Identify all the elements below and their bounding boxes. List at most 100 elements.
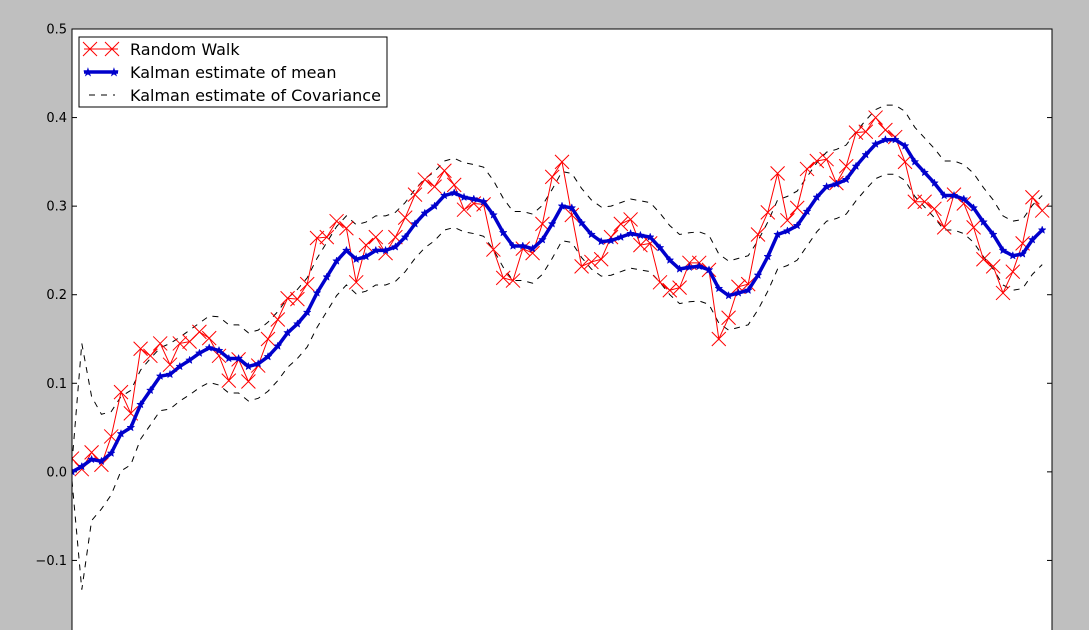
random-walk-point (456, 202, 472, 218)
kalman-mean-point (724, 290, 734, 300)
kalman-mean-point (753, 270, 763, 280)
random-walk-point (633, 237, 648, 253)
random-walk-point (564, 207, 580, 223)
kalman-mean-point (577, 218, 587, 227)
random-walk-point (613, 216, 629, 232)
random-walk-point (1034, 203, 1050, 218)
random-walk-point (662, 282, 678, 298)
kalman-mean-point (655, 243, 665, 252)
random-walk-point (427, 179, 442, 195)
kalman-mean-point (606, 235, 616, 245)
random-walk-point (299, 276, 315, 292)
kalman-mean-point (87, 454, 97, 464)
random-walk-point (1025, 189, 1040, 205)
kalman-mean-point (116, 429, 126, 438)
random-walk-point (642, 235, 658, 251)
random-walk-point (72, 451, 80, 466)
random-walk-point (152, 336, 168, 351)
random-walk-point (113, 384, 129, 400)
kalman-mean-point (792, 220, 802, 230)
random-walk-point (486, 242, 501, 257)
kalman-mean-point (351, 254, 361, 264)
random-walk-point (397, 210, 413, 226)
random-walk-line (72, 116, 1043, 471)
kalman-mean-point (410, 219, 420, 228)
kalman-mean-point (126, 422, 136, 432)
kalman-mean-point (430, 201, 440, 210)
kalman-mean-point (390, 242, 400, 251)
random-walk-point (652, 274, 668, 290)
kalman-mean-point (479, 197, 489, 206)
legend-entry-random-walk: Random Walk (82, 40, 240, 59)
kalman-mean-point (626, 228, 636, 238)
random-walk-point (858, 124, 874, 140)
y-tick-label: 0.3 (46, 200, 67, 215)
kalman-mean-point (381, 245, 391, 255)
kalman-mean-point (77, 461, 87, 471)
kalman-mean-point (322, 272, 332, 281)
kalman-mean-line (72, 137, 1044, 474)
random-walk-point (868, 110, 883, 125)
random-walk-point (221, 373, 237, 388)
kalman-mean-point (1018, 249, 1028, 258)
kalman-mean-point (1008, 251, 1018, 260)
plot-frame (71, 28, 1053, 630)
random-walk-point (133, 341, 148, 357)
random-walk-point (260, 331, 276, 347)
kalman-mean-point (488, 210, 498, 219)
kalman-mean-point (998, 245, 1008, 255)
kalman-mean-point (802, 206, 812, 216)
kalman-mean-point (537, 235, 547, 244)
kalman-mean-point (371, 245, 381, 255)
kalman-mean-point (900, 141, 910, 150)
kalman-mean-point (518, 241, 528, 250)
random-walk-point (319, 229, 335, 245)
random-walk-point (809, 153, 825, 169)
kalman-mean-point (312, 288, 322, 297)
kalman-mean-point (782, 226, 792, 235)
kalman-mean-point (449, 188, 459, 197)
random-walk-point (201, 330, 217, 346)
random-walk-point (623, 212, 638, 227)
random-walk-point (358, 237, 374, 253)
kalman-mean-point (969, 203, 979, 212)
y-tick-label: 0.0 (46, 465, 67, 480)
kalman-mean-point (341, 245, 351, 255)
y-tick-label: 0.4 (46, 111, 67, 126)
kalman-mean-point (978, 217, 988, 226)
kalman-mean-point (498, 228, 508, 237)
kalman-mean-point (910, 157, 920, 166)
kalman-mean-point (645, 232, 655, 241)
legend-marker-star-icon: ★ (82, 66, 94, 81)
random-walk-point (495, 270, 511, 286)
kalman-mean-point (596, 236, 606, 246)
kalman-mean-point (920, 167, 930, 177)
random-walk-point (780, 212, 795, 228)
kalman-mean-point (253, 359, 263, 368)
kalman-mean-point (136, 399, 146, 409)
kalman-mean-point (72, 467, 77, 476)
random-walk-point (819, 151, 834, 167)
random-walk-point (544, 169, 560, 185)
kalman-mean-point (459, 192, 469, 202)
random-walk-point (84, 445, 99, 460)
kalman-mean-point (420, 208, 430, 218)
y-tick-label: −0.1 (35, 554, 67, 569)
kalman-mean-point (959, 194, 969, 203)
random-walk-point (936, 220, 952, 235)
kalman-mean-point (684, 262, 694, 272)
legend: Random Walk ★ ★ Kalman estimate of mean … (78, 36, 388, 108)
random-walk-point (799, 161, 815, 177)
kalman-mean-point (332, 256, 342, 265)
random-walk-point (407, 187, 423, 202)
kalman-mean-point (528, 243, 538, 253)
legend-marker-star-icon: ★ (108, 66, 120, 81)
random-walk-point (192, 324, 207, 340)
kalman-mean-point (234, 353, 244, 363)
random-walk-point (966, 220, 981, 235)
random-walk-point (339, 220, 354, 236)
kalman-mean-point (106, 448, 116, 458)
kalman-mean-point (165, 369, 175, 379)
kalman-mean-point (96, 456, 106, 466)
